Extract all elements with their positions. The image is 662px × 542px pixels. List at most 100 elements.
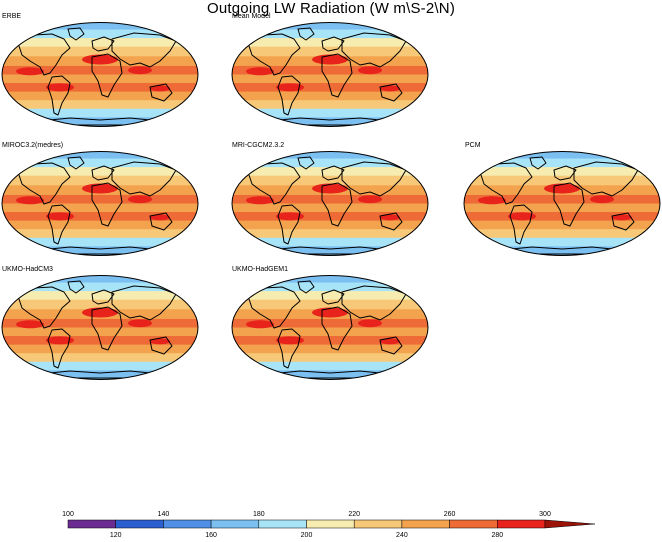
- north-america-outline: [479, 162, 533, 205]
- latitude-band: [2, 344, 198, 354]
- north-america-outline: [17, 162, 71, 205]
- figure-title: Outgoing LW Radiation (W m\S-2\N): [206, 0, 456, 17]
- colorbar-segment: [67, 519, 116, 529]
- map-border: [1, 22, 199, 127]
- warm-region: [312, 183, 348, 194]
- warm-region: [150, 214, 170, 221]
- europe-outline: [91, 36, 115, 52]
- warm-region: [358, 66, 382, 75]
- latitude-band: [2, 29, 198, 39]
- warm-region: [612, 214, 632, 221]
- warm-region: [46, 83, 74, 92]
- warm-region: [508, 212, 536, 221]
- north-america-outline: [247, 162, 301, 205]
- australia-outline: [149, 83, 173, 102]
- latitude-band: [232, 344, 428, 354]
- map-border: [463, 151, 661, 256]
- warm-region: [82, 307, 118, 318]
- north-america-outline: [17, 286, 71, 329]
- colorbar-arrow: [544, 519, 596, 529]
- colorbar-segment: [449, 519, 498, 529]
- warm-region: [128, 195, 152, 204]
- latitude-band: [232, 318, 428, 328]
- panel-label-mri: MRI-CGCM2.3.2: [232, 142, 285, 149]
- latitude-band: [232, 158, 428, 168]
- latitude-band: [232, 203, 428, 213]
- latitude-band: [232, 361, 428, 371]
- warm-region: [276, 83, 304, 92]
- south-america-outline: [47, 75, 71, 116]
- australia-outline: [149, 212, 173, 231]
- latitude-band: [232, 29, 428, 39]
- latitude-band: [2, 194, 198, 204]
- latitude-band: [232, 108, 428, 118]
- australia-outline: [379, 212, 403, 231]
- latitude-band: [232, 151, 428, 160]
- map-field: [464, 151, 660, 256]
- map-field: [232, 275, 428, 380]
- latitude-band: [464, 167, 660, 177]
- latitude-band: [2, 246, 198, 256]
- latitude-band: [2, 299, 198, 310]
- colorbar-segment: [497, 519, 546, 529]
- map-field: [2, 22, 198, 127]
- africa-outline: [91, 306, 123, 351]
- map-border: [231, 151, 429, 256]
- latitude-band: [232, 275, 428, 284]
- latitude-band: [2, 203, 198, 213]
- map-field: [2, 151, 198, 256]
- latitude-band: [2, 38, 198, 48]
- latitude-band: [232, 282, 428, 292]
- asia-outline: [111, 32, 177, 68]
- warm-region: [276, 212, 304, 221]
- colorbar-tick-label: 100: [62, 511, 74, 518]
- map-miroc: [1, 151, 199, 256]
- panel-label-hadgem1: UKMO-HadGEM1: [232, 266, 289, 273]
- south-america-outline: [277, 204, 301, 245]
- africa-outline: [321, 306, 353, 351]
- panel-label-miroc: MIROC3.2(medres): [2, 142, 64, 149]
- map-pcm: [463, 151, 661, 256]
- warm-region: [150, 338, 170, 345]
- panel-label-mean-model: Mean Model: [232, 13, 271, 20]
- warm-region: [380, 85, 400, 92]
- warm-region: [246, 320, 274, 329]
- map-hadgem1: [231, 275, 429, 380]
- latitude-band: [464, 203, 660, 213]
- warm-region: [380, 214, 400, 221]
- latitude-band: [464, 194, 660, 204]
- latitude-band: [464, 220, 660, 230]
- colorbar-tick-label: 140: [158, 511, 170, 518]
- south-america-outline: [277, 75, 301, 116]
- latitude-band: [2, 91, 198, 101]
- latitude-band: [232, 74, 428, 84]
- panel-label-pcm: PCM: [465, 142, 481, 149]
- warm-region: [16, 67, 44, 76]
- warm-region: [590, 195, 614, 204]
- africa-outline: [91, 53, 123, 98]
- greenland-outline: [297, 156, 315, 170]
- latitude-band: [2, 167, 198, 177]
- warm-region: [82, 183, 118, 194]
- latitude-band: [2, 237, 198, 247]
- asia-outline: [111, 285, 177, 321]
- latitude-band: [464, 175, 660, 186]
- warm-region: [46, 336, 74, 345]
- colorbar-segment: [353, 519, 403, 529]
- greenland-outline: [297, 27, 315, 41]
- warm-region: [16, 320, 44, 329]
- africa-outline: [321, 182, 353, 227]
- south-america-outline: [509, 204, 533, 245]
- latitude-band: [2, 353, 198, 363]
- africa-outline: [553, 182, 585, 227]
- latitude-band: [2, 318, 198, 328]
- map-field: [2, 275, 198, 380]
- europe-outline: [553, 165, 577, 181]
- latitude-band: [232, 246, 428, 256]
- colorbar-segment: [210, 519, 260, 529]
- europe-outline: [321, 36, 345, 52]
- map-field: [232, 22, 428, 127]
- colorbar-tick-label: 260: [444, 511, 456, 518]
- latitude-band: [232, 327, 428, 337]
